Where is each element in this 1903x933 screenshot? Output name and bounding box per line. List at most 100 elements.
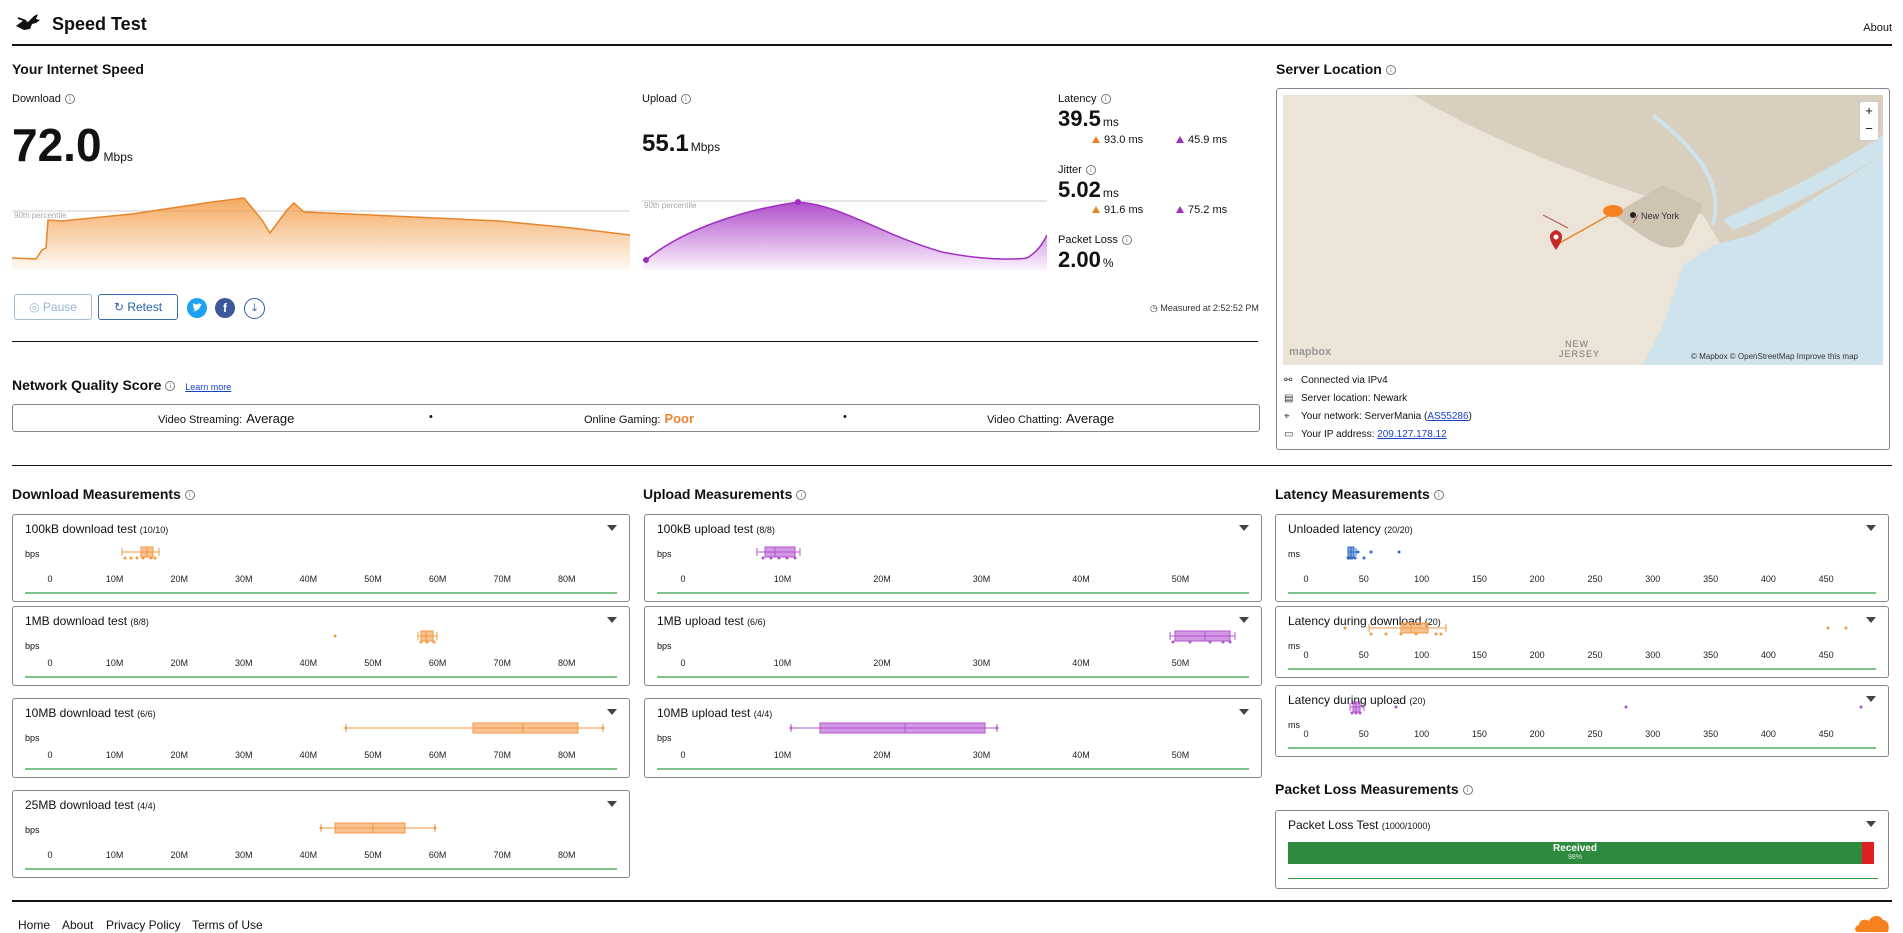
tick-label: 200 [1530,729,1545,739]
tick-label: 20M [170,850,188,860]
as-link[interactable]: AS55286 [1427,411,1469,422]
chevron-down-icon[interactable] [1866,696,1876,702]
tick-label: 50M [364,658,382,668]
tick-label: 80M [558,750,576,760]
server-heading: Server Location i [1276,61,1396,77]
axis-unit-label: bps [657,733,672,743]
map-city-label: New York [1641,211,1680,221]
your-network-text: Your network: ServerMania (AS55286) [1301,411,1472,422]
box-plot: 0 10M 20M 30M 40M 50M [657,722,1249,770]
lost-bar [1862,842,1874,864]
location-pin-icon: ⌖ [1284,411,1290,422]
measurement-card[interactable]: 10MB upload test (4/4) bps 0 10M 20M 30M 40M 50… [644,698,1262,778]
outlier-point [1394,705,1398,709]
tick-label: 30M [973,658,991,668]
card-title: 1MB upload test (6/6) [657,614,766,628]
sample-point [1353,556,1357,560]
chevron-down-icon[interactable] [1239,709,1249,715]
measurement-card[interactable]: 25MB download test (4/4) bps 0 10M 20M 30M 40M… [12,790,630,878]
chevron-down-icon[interactable] [607,801,617,807]
tick-label: 250 [1587,650,1602,660]
outlier-point [344,726,348,730]
streaming-score: Video Streaming: Average [158,411,295,426]
learn-more-link[interactable]: Learn more [185,382,232,392]
divider [12,465,1892,466]
twitter-icon[interactable] [187,298,207,318]
tick-label: 50M [364,850,382,860]
tick-label: 400 [1761,650,1776,660]
zoom-in-button[interactable]: + [1865,103,1873,118]
measurement-card[interactable]: 1MB upload test (6/6) bps 0 10M 20M 30M 40M 50M [644,606,1262,686]
quality-heading: Network Quality Score i Learn more [12,377,232,393]
sample-point [1350,711,1354,715]
info-icon: i [680,94,691,105]
measurement-card[interactable]: Unloaded latency (20/20) ms 0 50 100 150 200 25… [1275,514,1889,602]
footer-about-link[interactable]: About [62,918,94,932]
tick-label: 0 [680,574,685,584]
sample-point [432,640,436,644]
download-measurements-heading: Download Measurements i [12,486,195,502]
tick-label: 10M [106,574,124,584]
chevron-down-icon[interactable] [607,709,617,715]
tick-label: 60M [429,658,447,668]
measurement-card[interactable]: 100kB download test (10/10) bps 0 10M 20M 30M… [12,514,630,602]
tick-label: 70M [493,750,511,760]
packet-loss-card[interactable]: Packet Loss Test (1000/1000) Received 98… [1275,810,1889,889]
tick-label: 30M [235,658,253,668]
tick-label: 200 [1530,574,1545,584]
latency-label: Latency i [1058,93,1111,105]
upload-measurements-heading: Upload Measurements i [643,486,807,502]
measurement-card[interactable]: Latency during upload (20) ms 0 50 100 150 200… [1275,685,1889,757]
about-link[interactable]: About [1863,22,1892,34]
tick-label: 30M [235,850,253,860]
tick-label: 350 [1703,729,1718,739]
tick-label: 100 [1414,729,1429,739]
outlier-point [995,726,999,730]
sample-point [1228,640,1232,644]
measurement-card[interactable]: 100kB upload test (8/8) bps 0 10M 20M 30M 40M 5… [644,514,1262,602]
chevron-down-icon[interactable] [607,525,617,531]
zoom-out-button[interactable]: − [1865,121,1873,136]
axis-unit-label: bps [25,733,40,743]
measurement-card[interactable]: 1MB download test (8/8) bps 0 10M 20M 30M 40M 5… [12,606,630,686]
footer-home-link[interactable]: Home [18,918,51,932]
chevron-down-icon[interactable] [1239,525,1249,531]
measurement-card[interactable]: 10MB download test (6/6) bps 0 10M 20M 30M 40M… [12,698,630,778]
info-icon: i [1433,490,1444,501]
sample-point [1358,711,1362,715]
gaming-score: Online Gaming: Poor [584,411,695,426]
map[interactable]: New York NEW JERSEY mapbox © Mapbox © Op… [1283,95,1883,365]
chevron-down-icon[interactable] [1239,617,1249,623]
tick-label: 400 [1761,574,1776,584]
footer-privacy-link[interactable]: Privacy Policy [106,918,181,932]
sample-point [123,556,127,560]
chevron-down-icon[interactable] [1866,617,1876,623]
card-title: 100kB upload test (8/8) [657,522,775,536]
sample-point [1384,632,1388,636]
tick-label: 30M [235,750,253,760]
tick-label: 10M [106,658,124,668]
info-icon: i [1462,785,1473,796]
chevron-down-icon[interactable] [607,617,617,623]
axis-unit-label: bps [25,549,40,559]
footer-terms-link[interactable]: Terms of Use [192,918,263,932]
tick-label: 0 [47,574,52,584]
outlier-point [1397,550,1401,554]
axis-unit-label: bps [25,825,40,835]
sample-point [419,640,423,644]
tick-label: 450 [1819,650,1834,660]
facebook-icon[interactable]: f [215,298,235,318]
server-panel: New York NEW JERSEY mapbox © Mapbox © Op… [1276,88,1890,450]
measurement-card[interactable]: Latency during download (20) ms 0 50 100 150 2… [1275,606,1889,678]
card-title: 1MB download test (8/8) [25,614,149,628]
pause-button[interactable]: ◎ Pause [14,294,92,320]
retest-button[interactable]: ↻ Retest [98,294,178,320]
tick-label: 60M [429,750,447,760]
ip-link[interactable]: 209.127.178.12 [1377,429,1447,440]
map-attribution: © Mapbox © OpenStreetMap Improve this ma… [1691,352,1859,361]
download-results-icon[interactable]: ⤓ [244,298,265,319]
chevron-down-icon[interactable] [1866,525,1876,531]
chevron-down-icon[interactable] [1866,821,1876,827]
tick-label: 150 [1472,650,1487,660]
sample-point [761,556,765,560]
